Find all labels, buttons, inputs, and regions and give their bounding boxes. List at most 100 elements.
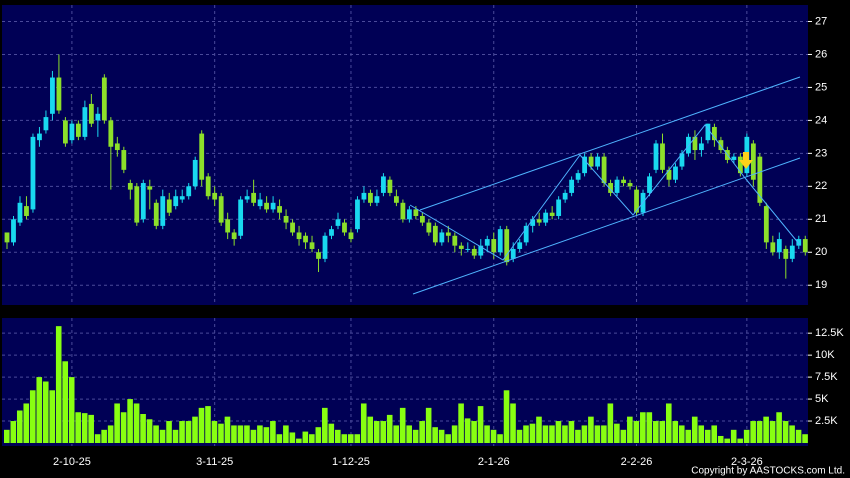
candle-body bbox=[101, 77, 107, 121]
volume-bar bbox=[750, 421, 756, 443]
candle-body bbox=[283, 215, 289, 223]
volume-bar bbox=[68, 377, 75, 443]
volume-bar bbox=[367, 416, 374, 443]
candle-body bbox=[316, 252, 321, 259]
volume-bar bbox=[263, 427, 270, 443]
volume-bar bbox=[406, 425, 412, 443]
candle-body bbox=[277, 206, 282, 213]
candle-body bbox=[737, 156, 743, 174]
y-tick-label: 22 bbox=[815, 180, 827, 192]
candle-body bbox=[251, 192, 257, 203]
candle-body bbox=[549, 212, 555, 216]
volume-bar bbox=[627, 416, 633, 443]
candle-body bbox=[127, 183, 133, 190]
candle-body bbox=[63, 120, 68, 144]
volume-bar bbox=[620, 429, 627, 443]
candle-body bbox=[43, 117, 49, 131]
candle-body bbox=[504, 229, 510, 263]
candle-body bbox=[225, 219, 231, 233]
volume-bar bbox=[743, 429, 750, 443]
volume-bar bbox=[665, 403, 672, 443]
volume-bar bbox=[42, 381, 49, 443]
volume-bar bbox=[347, 434, 354, 443]
candle-body bbox=[763, 206, 769, 243]
volume-bar bbox=[231, 425, 237, 443]
volume-bar bbox=[484, 425, 490, 443]
volume-bar bbox=[458, 403, 464, 443]
volume-bar bbox=[432, 427, 438, 443]
volume-bar bbox=[211, 421, 218, 443]
volume-bar bbox=[659, 421, 666, 443]
volume-bar bbox=[296, 438, 302, 443]
volume-bar bbox=[756, 421, 763, 443]
candle-body bbox=[37, 133, 42, 141]
volume-bar bbox=[276, 434, 283, 443]
volume-bar bbox=[244, 425, 250, 443]
volume-bar bbox=[380, 421, 387, 443]
candle-body bbox=[30, 136, 36, 210]
volume-bar bbox=[633, 421, 640, 443]
volume-bar bbox=[776, 412, 782, 443]
volume-bar bbox=[730, 429, 737, 443]
candle-body bbox=[543, 212, 549, 223]
volume-bar bbox=[257, 425, 263, 443]
volume-bar bbox=[795, 429, 802, 443]
volume-bar bbox=[549, 425, 555, 443]
volume-bar bbox=[653, 421, 659, 443]
candle-body bbox=[718, 140, 724, 151]
volume-bar bbox=[412, 429, 419, 443]
candle-body bbox=[309, 242, 315, 249]
candle-body bbox=[432, 225, 438, 243]
volume-bar bbox=[393, 425, 399, 443]
volume-bar bbox=[205, 406, 211, 443]
candle-body bbox=[673, 166, 678, 180]
y-tick-label: 2.5K bbox=[815, 415, 838, 427]
candle-body bbox=[582, 156, 588, 174]
candle-body bbox=[419, 215, 425, 223]
trend-line bbox=[419, 76, 801, 211]
candle-body bbox=[50, 77, 55, 114]
candle-body bbox=[517, 242, 523, 249]
candle-body bbox=[510, 248, 516, 259]
candle-body bbox=[757, 156, 763, 203]
candle-body bbox=[147, 186, 153, 190]
candle-body bbox=[374, 196, 380, 203]
volume-bar bbox=[62, 361, 69, 443]
candle-body bbox=[4, 232, 10, 243]
candle-body bbox=[614, 179, 620, 193]
candle-body bbox=[166, 199, 172, 213]
volume-bar bbox=[691, 416, 698, 443]
volume-bar bbox=[75, 412, 81, 443]
volume-bar bbox=[503, 390, 510, 443]
volume-bar bbox=[140, 414, 146, 443]
candle-body bbox=[783, 248, 789, 259]
volume-bar bbox=[270, 421, 276, 443]
candle-body bbox=[523, 225, 529, 243]
candle-body bbox=[452, 235, 458, 246]
candle-body bbox=[647, 176, 652, 193]
y-tick-label: 27 bbox=[815, 15, 827, 27]
candle-body bbox=[478, 245, 484, 256]
candle-body bbox=[75, 123, 81, 137]
volume-bar bbox=[309, 434, 315, 443]
volume-bar bbox=[198, 407, 205, 443]
volume-bar bbox=[711, 425, 718, 443]
candle-body bbox=[108, 120, 114, 147]
copyright: Copyright by AASTOCKS.com Ltd. bbox=[691, 466, 845, 477]
candle-body bbox=[335, 219, 341, 226]
volume-bar bbox=[646, 412, 653, 443]
volume-bar bbox=[678, 425, 685, 443]
volume-bar bbox=[523, 425, 529, 443]
y-tick-label: 23 bbox=[815, 147, 827, 159]
candle-body bbox=[257, 199, 263, 207]
volume-bar bbox=[386, 414, 393, 443]
candle-body bbox=[121, 150, 127, 170]
volume-bar bbox=[153, 425, 159, 443]
y-tick-label: 20 bbox=[815, 246, 827, 258]
candle-body bbox=[381, 176, 386, 193]
candle-body bbox=[601, 156, 607, 184]
candle-body bbox=[199, 133, 205, 180]
y-tick-label: 21 bbox=[815, 213, 827, 225]
volume-bar bbox=[354, 434, 361, 443]
